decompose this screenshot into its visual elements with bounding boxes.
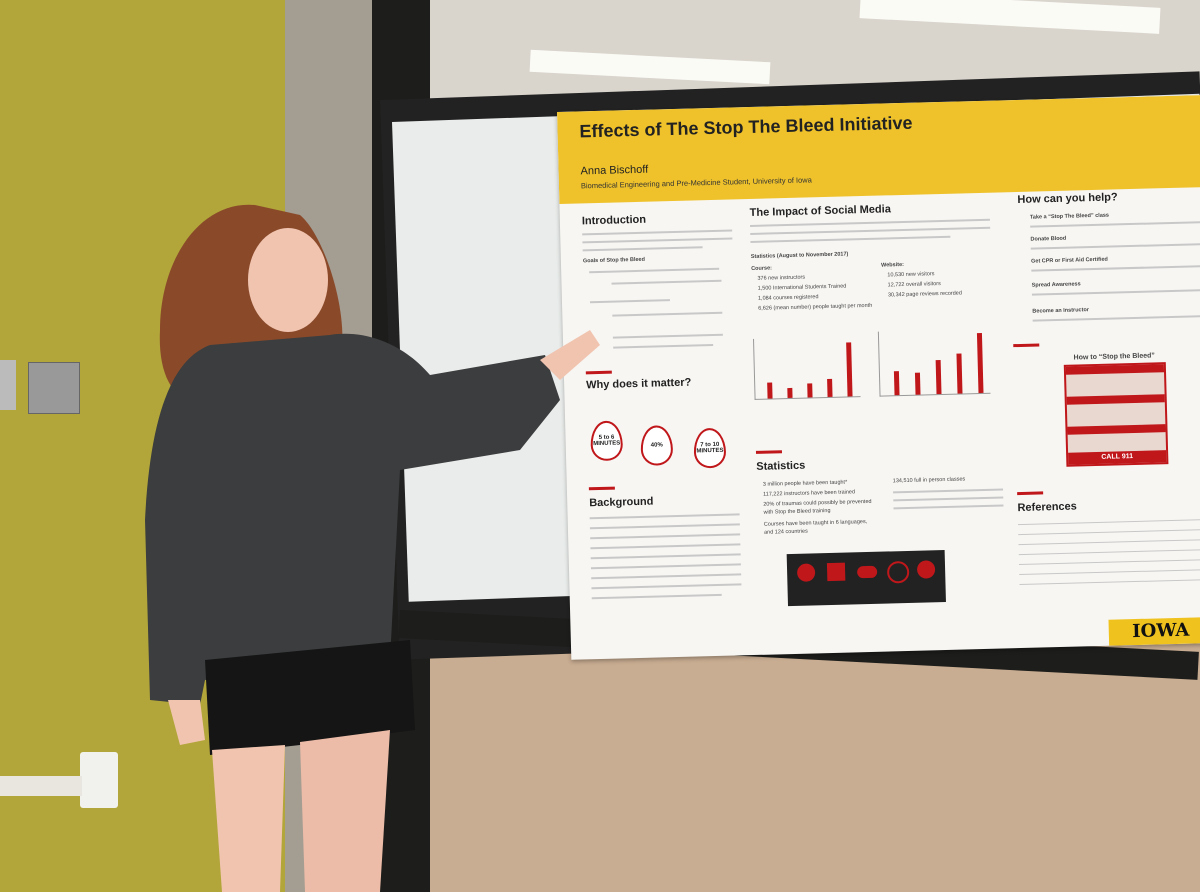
leg — [300, 730, 390, 892]
hoodie — [145, 333, 560, 705]
face — [248, 228, 328, 332]
leg — [212, 745, 285, 892]
hand — [168, 700, 205, 745]
outlet — [80, 752, 118, 808]
switch-plate — [0, 360, 16, 410]
shorts — [205, 640, 415, 755]
rail — [0, 776, 82, 796]
switch-plate — [28, 362, 80, 414]
hand — [540, 330, 600, 380]
